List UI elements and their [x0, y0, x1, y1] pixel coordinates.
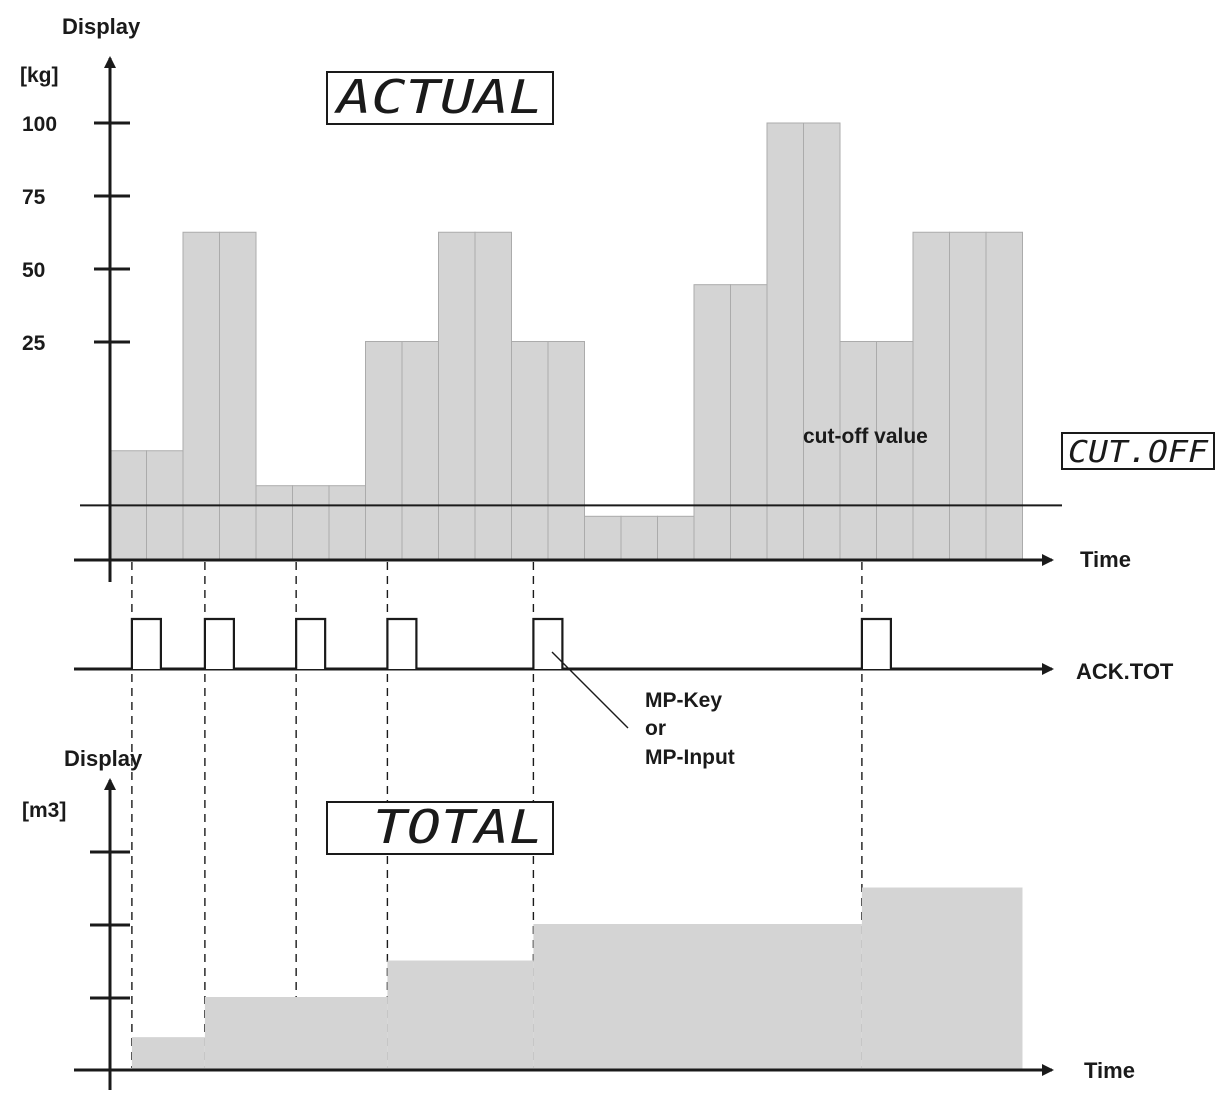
- total-step: [533, 924, 862, 1070]
- cutoff-display-text: CUT.OFF: [1068, 435, 1209, 470]
- actual-display: ACTUAL: [326, 70, 554, 125]
- actual-bar: [839, 341, 877, 561]
- actual-bar: [620, 515, 658, 561]
- mp-key-pointer: [551, 651, 629, 729]
- ack-pulse: [386, 617, 418, 669]
- actual-bar: [474, 231, 512, 561]
- cutoff-label: cut-off value: [803, 425, 928, 448]
- actual-bar: [730, 284, 768, 561]
- actual-display-frame: [326, 71, 554, 125]
- actual-bar: [803, 122, 841, 561]
- bottom-y-title: Display: [64, 746, 143, 771]
- actual-bar: [401, 341, 439, 561]
- actual-bar: [584, 515, 622, 561]
- total-steps: [131, 887, 1023, 1070]
- actual-bar: [438, 231, 476, 561]
- ack-pulses: [130, 617, 892, 669]
- bottom-chart: Display [m3] Time TOTAL: [22, 746, 1135, 1090]
- actual-bar: [693, 284, 731, 561]
- annotation-line-1: MP-Key: [645, 689, 722, 712]
- total-step: [131, 1037, 205, 1070]
- top-y-unit: [kg]: [20, 64, 59, 87]
- ack-pulse: [203, 617, 235, 669]
- actual-bar: [219, 231, 257, 561]
- actual-bar: [182, 231, 220, 561]
- bottom-x-label: Time: [1084, 1058, 1135, 1083]
- top-x-label: Time: [1080, 547, 1131, 572]
- ack-pulse: [130, 617, 162, 669]
- total-step: [861, 887, 1023, 1070]
- actual-bar: [255, 485, 293, 561]
- ack-pulse: [532, 617, 564, 669]
- total-display-text: TOTAL: [373, 800, 543, 854]
- actual-bar: [657, 515, 695, 561]
- total-display: TOTAL: [326, 800, 554, 855]
- ack-pulse: [860, 617, 892, 669]
- actual-bar: [547, 341, 585, 561]
- actual-bar: [949, 231, 987, 561]
- actual-bars: [109, 122, 1023, 561]
- ack-signal: ACK.TOT MP-Key or MP-Input: [74, 617, 1174, 769]
- cutoff-display: CUT.OFF: [1061, 432, 1215, 470]
- annotation-line-2: or: [645, 717, 666, 740]
- tick-label-75: 75: [22, 186, 46, 209]
- total-display-frame: [326, 801, 554, 855]
- actual-bar: [985, 231, 1023, 561]
- bottom-y-unit: [m3]: [22, 799, 66, 822]
- tick-label-100: 100: [22, 113, 57, 136]
- annotation-line-3: MP-Input: [645, 746, 735, 769]
- actual-display-text: ACTUAL: [333, 70, 543, 124]
- actual-bar: [328, 485, 366, 561]
- top-y-title: Display: [62, 14, 141, 39]
- actual-bar: [365, 341, 403, 561]
- tick-label-25: 25: [22, 332, 46, 355]
- actual-bar: [876, 341, 914, 561]
- top-chart: Display [kg] 100 75 50 25 Time ACTUAL cu…: [20, 14, 1215, 582]
- ack-label: ACK.TOT: [1076, 659, 1174, 684]
- actual-bar: [292, 485, 330, 561]
- total-step: [387, 960, 534, 1070]
- ack-pulse: [295, 617, 327, 669]
- actual-bar: [912, 231, 950, 561]
- tick-label-50: 50: [22, 259, 45, 282]
- cutoff-display-frame: [1061, 432, 1215, 470]
- actual-bar: [766, 122, 804, 561]
- actual-bar: [511, 341, 549, 561]
- total-step: [204, 997, 388, 1070]
